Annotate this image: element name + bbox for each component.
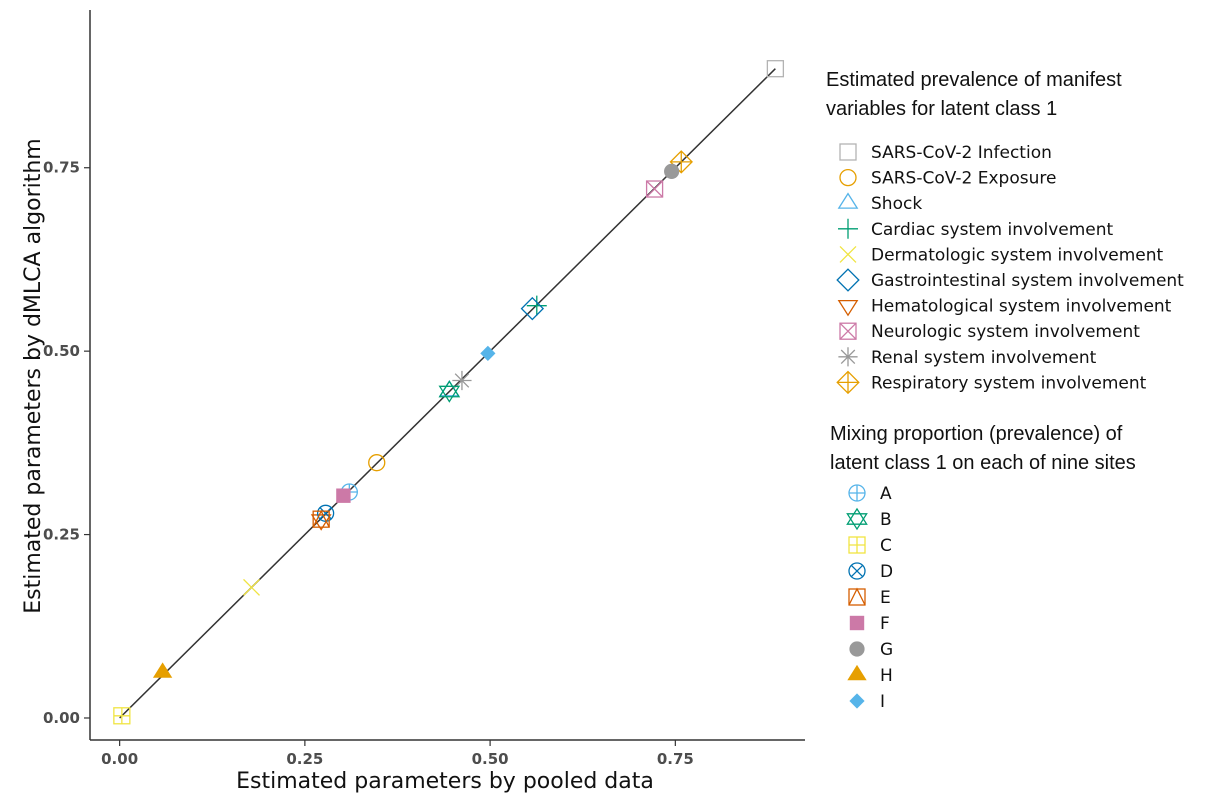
legend-site-item: F: [849, 614, 890, 634]
legend-variable-label: Neurologic system involvement: [871, 322, 1140, 342]
legend-sites: Mixing proportion (prevalence) of latent…: [830, 423, 1136, 712]
legend-variable-item: Gastrointestinal system involvement: [836, 268, 1184, 292]
legend-site-key: [848, 484, 866, 502]
legend-site-key: [848, 587, 866, 606]
legend-site-item: D: [848, 562, 893, 582]
legend-variable-item: Neurologic system involvement: [839, 322, 1140, 342]
legend-variable-item: SARS-CoV-2 Exposure: [839, 168, 1056, 189]
axes: Estimated parameters by pooled data Esti…: [21, 10, 805, 794]
legend-variable-item: Renal system involvement: [838, 347, 1097, 368]
data-point-gastrointestinal-system-involvement: [520, 296, 545, 321]
legend-variable-item: Cardiac system involvement: [838, 218, 1114, 240]
y-axis-title: Estimated parameters by dMLCA algorithm: [21, 138, 46, 614]
legend-site-label: I: [880, 692, 885, 712]
legend-manifest-variables: Estimated prevalence of manifest variabl…: [826, 69, 1184, 395]
legend-variable-label: Gastrointestinal system involvement: [871, 271, 1184, 291]
data-point-respiratory-system-involvement: [669, 150, 693, 174]
legend-site-item: B: [846, 507, 892, 531]
legend-variable-key: [838, 218, 858, 239]
plot-area: [113, 60, 785, 725]
data-point-h: [152, 662, 173, 678]
data-point-neurologic-system-involvement: [645, 180, 664, 198]
legend-variable-label: Cardiac system involvement: [871, 220, 1114, 240]
legend-sites-title-line-2: latent class 1 on each of nine sites: [830, 452, 1136, 474]
data-point-sars-cov-2-infection: [766, 60, 785, 78]
data-point-sars-cov-2-exposure: [368, 454, 386, 472]
legend-site-label: D: [880, 562, 893, 582]
legend-variable-item: Shock: [837, 192, 922, 214]
data-point-hematological-system-involvement: [310, 514, 332, 531]
x-tick-label: 0.50: [472, 750, 509, 768]
legend-variable-item: Respiratory system involvement: [836, 370, 1147, 395]
legend-variable-key: [839, 322, 857, 340]
legend-site-label: B: [880, 510, 892, 530]
legend-site-item: A: [848, 484, 892, 504]
legend-variable-item: Hematological system involvement: [837, 297, 1172, 317]
x-tick-label: 0.75: [657, 750, 694, 768]
legend-site-item: C: [848, 536, 892, 556]
legend-variable-label: SARS-CoV-2 Infection: [871, 143, 1052, 163]
y-tick-label: 0.00: [43, 709, 80, 727]
legend-variables-title-line-1: Estimated prevalence of manifest: [826, 69, 1122, 91]
legend-site-key: [846, 507, 868, 531]
data-point-f: [336, 488, 351, 503]
data-point-cardiac-system-involvement: [526, 295, 547, 316]
legend-variable-label: Hematological system involvement: [871, 297, 1172, 317]
legend-site-label: H: [880, 666, 893, 686]
legend-variable-label: Renal system involvement: [871, 348, 1097, 368]
reference-line: [119, 68, 776, 719]
x-tick-label: 0.00: [101, 750, 138, 768]
data-point-shock: [438, 379, 460, 397]
legend-variable-key: [837, 299, 859, 317]
legend-variable-label: Dermatologic system involvement: [871, 245, 1164, 265]
legend-site-item: H: [847, 664, 893, 686]
legend-variable-item: Dermatologic system involvement: [839, 245, 1164, 265]
legend-site-key: [849, 693, 865, 709]
x-axis-title: Estimated parameters by pooled data: [236, 769, 654, 794]
legend-site-label: A: [880, 484, 892, 504]
legend-site-label: G: [880, 640, 893, 660]
legend-site-key: [849, 615, 865, 631]
legend-variables-title-line-2: variables for latent class 1: [826, 98, 1057, 120]
legend-variable-label: Shock: [871, 194, 922, 214]
legend-site-item: I: [849, 692, 885, 712]
y-tick-label: 0.25: [43, 526, 80, 544]
legend-variable-item: SARS-CoV-2 Infection: [839, 143, 1052, 163]
legend-variable-key: [836, 268, 860, 292]
legend-site-label: E: [880, 588, 891, 608]
legend-variable-key: [839, 168, 857, 187]
legend-variable-key: [839, 245, 857, 263]
legend-variable-key: [836, 370, 860, 395]
legend-site-key: [848, 536, 866, 554]
legend-sites-title-line-1: Mixing proportion (prevalence) of: [830, 423, 1123, 445]
y-tick-label: 0.50: [43, 342, 80, 360]
legend-site-label: C: [880, 536, 892, 556]
legend-site-key: [847, 664, 867, 681]
legend-variable-key: [837, 192, 859, 209]
legend-variable-label: Respiratory system involvement: [871, 373, 1147, 393]
data-point-renal-system-involvement: [452, 370, 472, 391]
data-point-b: [438, 380, 461, 403]
data-point-e: [312, 509, 330, 528]
legend-variable-key: [838, 347, 858, 367]
legend-site-key: [848, 562, 866, 580]
data-point-dermatologic-system-involvement: [243, 578, 260, 596]
data-point-g: [664, 163, 680, 180]
y-tick-label: 0.75: [43, 159, 80, 177]
legend-site-label: F: [880, 614, 890, 634]
legend-site-item: E: [848, 587, 891, 608]
legend-site-key: [849, 641, 865, 657]
legend-variable-label: SARS-CoV-2 Exposure: [871, 169, 1056, 189]
data-point-c: [113, 707, 131, 725]
legend-variable-key: [839, 143, 857, 161]
x-tick-label: 0.25: [286, 750, 323, 768]
legend-site-item: G: [849, 640, 893, 660]
data-point-i: [480, 345, 496, 361]
